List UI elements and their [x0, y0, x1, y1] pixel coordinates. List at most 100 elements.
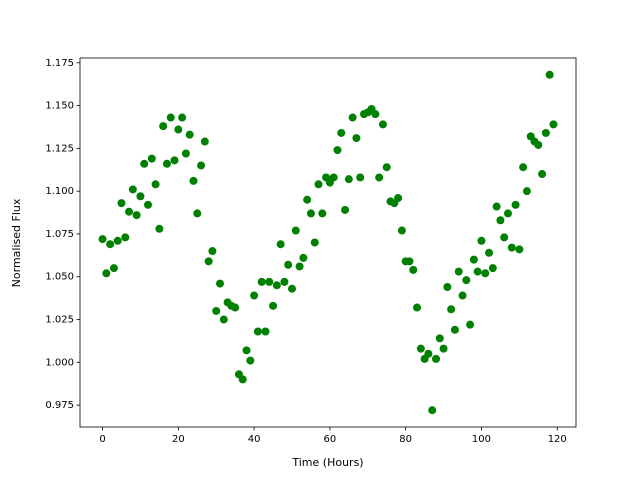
point [144, 200, 153, 209]
point [238, 375, 247, 384]
point [193, 209, 202, 218]
point [98, 235, 107, 244]
x-tick-label: 40 [248, 434, 261, 445]
y-tick-label: 1.000 [45, 357, 74, 368]
point [261, 327, 270, 336]
x-tick-label: 60 [324, 434, 337, 445]
point [159, 122, 168, 131]
x-tick-label: 80 [399, 434, 412, 445]
point [200, 137, 209, 146]
plot-frame [79, 57, 577, 428]
x-tick-label: 20 [172, 434, 185, 445]
point [458, 291, 467, 300]
point [538, 170, 547, 179]
point [125, 207, 134, 216]
point [378, 120, 387, 129]
point [519, 163, 528, 172]
point [413, 303, 422, 312]
point [488, 264, 497, 273]
point [113, 236, 122, 245]
point [178, 113, 187, 122]
y-tick-label: 1.050 [45, 272, 74, 283]
point [492, 202, 501, 211]
y-axis-label: Normalised Flux [10, 198, 23, 287]
point [394, 194, 403, 203]
point [318, 209, 327, 218]
point [439, 344, 448, 353]
y-tick-label: 1.025 [45, 315, 74, 326]
point [344, 175, 353, 184]
point [208, 247, 217, 256]
point [306, 209, 315, 218]
point [257, 277, 266, 286]
point [450, 325, 459, 334]
point [204, 257, 213, 266]
point [549, 120, 558, 129]
point [333, 146, 342, 155]
x-tick-label: 0 [99, 434, 105, 445]
point [515, 245, 524, 254]
point [382, 163, 391, 172]
point [454, 267, 463, 276]
x-tick-label: 120 [548, 434, 567, 445]
point [189, 176, 198, 185]
point [356, 173, 365, 182]
point [469, 255, 478, 264]
point [140, 159, 149, 168]
x-axis-label: Time (Hours) [291, 456, 363, 469]
point [545, 70, 554, 79]
point [280, 277, 289, 286]
y-tick-label: 1.175 [45, 58, 74, 69]
point [477, 236, 486, 245]
point [447, 305, 456, 314]
point [151, 180, 160, 189]
point [109, 264, 118, 273]
point [431, 354, 440, 363]
point [511, 200, 520, 209]
point [162, 159, 171, 168]
point [102, 269, 111, 278]
point [276, 240, 285, 249]
point [303, 195, 312, 204]
point [174, 125, 183, 134]
point [314, 180, 323, 189]
point [443, 282, 452, 291]
y-tick-label: 0.975 [45, 400, 74, 411]
point [147, 154, 156, 163]
point [170, 156, 179, 165]
point [185, 130, 194, 139]
point [375, 173, 384, 182]
point [503, 209, 512, 218]
point [424, 349, 433, 358]
point [216, 279, 225, 288]
point [462, 276, 471, 285]
point [397, 226, 406, 235]
point [132, 211, 141, 220]
point [371, 110, 380, 119]
point [269, 301, 278, 310]
point [117, 199, 126, 208]
point [348, 113, 357, 122]
point [246, 356, 255, 365]
point [496, 216, 505, 225]
point [416, 344, 425, 353]
point [295, 262, 304, 271]
point [329, 173, 338, 182]
point [522, 187, 531, 196]
point [435, 334, 444, 343]
point [212, 306, 221, 315]
point [128, 185, 137, 194]
point [534, 140, 543, 149]
point [219, 315, 228, 324]
point [284, 260, 293, 269]
point [337, 128, 346, 137]
point [181, 149, 190, 158]
point [310, 238, 319, 247]
point [197, 161, 206, 170]
point [288, 284, 297, 293]
point [299, 253, 308, 262]
point [428, 406, 437, 415]
point [121, 233, 130, 242]
point [541, 128, 550, 137]
